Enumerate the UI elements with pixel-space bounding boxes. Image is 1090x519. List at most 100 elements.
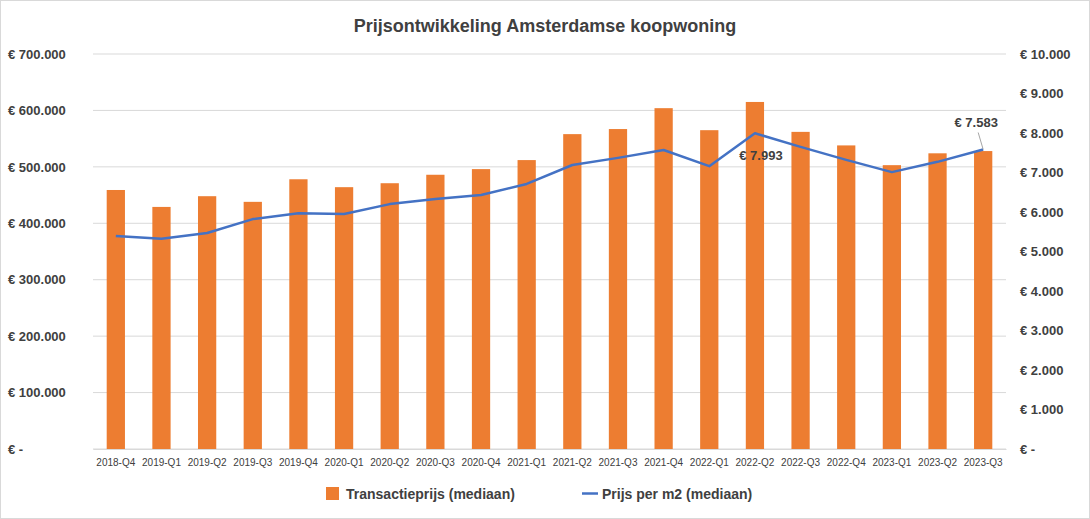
x-tick: 2019-Q4 xyxy=(279,449,318,468)
bar xyxy=(563,134,581,449)
bar xyxy=(883,165,901,449)
y2-tick-label: € 1.000 xyxy=(1020,402,1063,417)
x-tick: 2023-Q1 xyxy=(872,449,911,468)
y-tick: € 200.000 xyxy=(8,329,93,344)
grid xyxy=(93,54,1006,449)
legend-label: Transactieprijs (mediaan) xyxy=(346,486,515,502)
grid-line xyxy=(93,223,1006,224)
x-tick: 2018-Q4 xyxy=(96,449,135,468)
x-tick-label: 2020-Q3 xyxy=(416,457,455,468)
line xyxy=(116,133,983,239)
x-tick-label: 2023-Q1 xyxy=(872,457,911,468)
y2-tick: € 7.000 xyxy=(1006,165,1063,180)
bar xyxy=(609,129,627,449)
y2-tick: € 8.000 xyxy=(1006,126,1063,141)
y2-tick: € 5.000 xyxy=(1006,244,1063,259)
x-tick-label: 2019-Q3 xyxy=(233,457,272,468)
y-tick-label: € 700.000 xyxy=(8,47,66,62)
y-tick: € 400.000 xyxy=(8,216,93,231)
x-tick-label: 2021-Q3 xyxy=(599,457,638,468)
y2-tick: € 10.000 xyxy=(1006,47,1071,62)
annotation-leader xyxy=(978,132,983,149)
y2-tick-label: € - xyxy=(1020,442,1035,457)
x-tick-label: 2019-Q2 xyxy=(188,457,227,468)
y-tick-label: € 200.000 xyxy=(8,329,66,344)
y2-tick-label: € 9.000 xyxy=(1020,86,1063,101)
chart-title: Prijsontwikkeling Amsterdamse koopwoning xyxy=(354,16,736,36)
x-tick: 2023-Q3 xyxy=(964,449,1003,468)
y-tick: € 500.000 xyxy=(8,160,93,175)
y2-tick: € 3.000 xyxy=(1006,323,1063,338)
x-tick-label: 2020-Q4 xyxy=(462,457,501,468)
x-tick: 2021-Q1 xyxy=(507,449,546,468)
y2-tick-label: € 7.000 xyxy=(1020,165,1063,180)
x-tick-label: 2022-Q2 xyxy=(735,457,774,468)
x-tick: 2020-Q1 xyxy=(325,449,364,468)
x-tick: 2019-Q1 xyxy=(142,449,181,468)
y-tick: € 600.000 xyxy=(8,103,93,118)
bar xyxy=(518,160,536,449)
bar xyxy=(107,190,125,449)
y2-tick: € 6.000 xyxy=(1006,205,1063,220)
y2-tick: € - xyxy=(1006,442,1035,457)
x-tick: 2022-Q2 xyxy=(735,449,774,468)
legend-item: Prijs per m2 (mediaan) xyxy=(582,486,752,502)
y-tick-label: € - xyxy=(8,442,23,457)
bar xyxy=(152,207,170,449)
chart-border xyxy=(1,1,1090,519)
y2-tick-label: € 2.000 xyxy=(1020,363,1063,378)
y2-tick: € 4.000 xyxy=(1006,284,1063,299)
y2-tick-label: € 8.000 xyxy=(1020,126,1063,141)
x-tick: 2021-Q4 xyxy=(644,449,683,468)
x-tick-label: 2021-Q1 xyxy=(507,457,546,468)
y-tick-label: € 400.000 xyxy=(8,216,66,231)
x-tick-label: 2021-Q4 xyxy=(644,457,683,468)
x-tick-label: 2020-Q2 xyxy=(370,457,409,468)
x-tick: 2022-Q1 xyxy=(690,449,729,468)
y-tick-label: € 600.000 xyxy=(8,103,66,118)
y2-tick: € 1.000 xyxy=(1006,402,1063,417)
legend-swatch xyxy=(582,492,598,495)
x-tick: 2021-Q2 xyxy=(553,449,592,468)
bar-series xyxy=(107,102,993,449)
x-tick-label: 2022-Q4 xyxy=(827,457,866,468)
y-tick: € 100.000 xyxy=(8,385,93,400)
bar xyxy=(791,132,809,449)
legend-label: Prijs per m2 (mediaan) xyxy=(602,486,752,502)
x-tick-label: 2021-Q2 xyxy=(553,457,592,468)
y2-tick-label: € 4.000 xyxy=(1020,284,1063,299)
bar xyxy=(700,130,718,449)
bar xyxy=(654,108,672,449)
y2-tick: € 9.000 xyxy=(1006,86,1063,101)
bar xyxy=(974,151,992,449)
grid-line xyxy=(93,392,1006,393)
y-axis: € - € 100.000 € 200.000 € 300.000 € 400.000 €… xyxy=(8,47,94,457)
y-tick-label: € 300.000 xyxy=(8,272,66,287)
chart: Prijsontwikkeling Amsterdamse koopwoning… xyxy=(0,0,1090,519)
x-tick-label: 2023-Q3 xyxy=(964,457,1003,468)
bar xyxy=(837,145,855,449)
y-tick-label: € 500.000 xyxy=(8,160,66,175)
x-axis-line xyxy=(94,449,1007,450)
x-tick-label: 2019-Q1 xyxy=(142,457,181,468)
annotation: € 7.993 xyxy=(739,148,782,163)
y2-tick-label: € 3.000 xyxy=(1020,323,1063,338)
x-tick: 2019-Q3 xyxy=(233,449,272,468)
x-tick: 2020-Q4 xyxy=(462,449,501,468)
x-tick-label: 2022-Q3 xyxy=(781,457,820,468)
grid-line xyxy=(93,336,1006,337)
annotation: € 7.583 xyxy=(954,115,997,149)
grid-line xyxy=(93,54,1006,55)
x-tick: 2023-Q2 xyxy=(918,449,957,468)
y2-tick-label: € 5.000 xyxy=(1020,244,1063,259)
y2-tick-label: € 6.000 xyxy=(1020,205,1063,220)
x-tick-label: 2018-Q4 xyxy=(96,457,135,468)
x-tick-label: 2023-Q2 xyxy=(918,457,957,468)
x-axis: 2018-Q4 2019-Q1 2019-Q2 2019-Q3 2019-Q4 2020-… xyxy=(94,449,1007,468)
bar xyxy=(381,183,399,449)
legend-item: Transactieprijs (mediaan) xyxy=(326,486,515,502)
x-tick-label: 2019-Q4 xyxy=(279,457,318,468)
bar xyxy=(244,202,262,449)
bar xyxy=(289,179,307,449)
bar xyxy=(928,153,946,449)
